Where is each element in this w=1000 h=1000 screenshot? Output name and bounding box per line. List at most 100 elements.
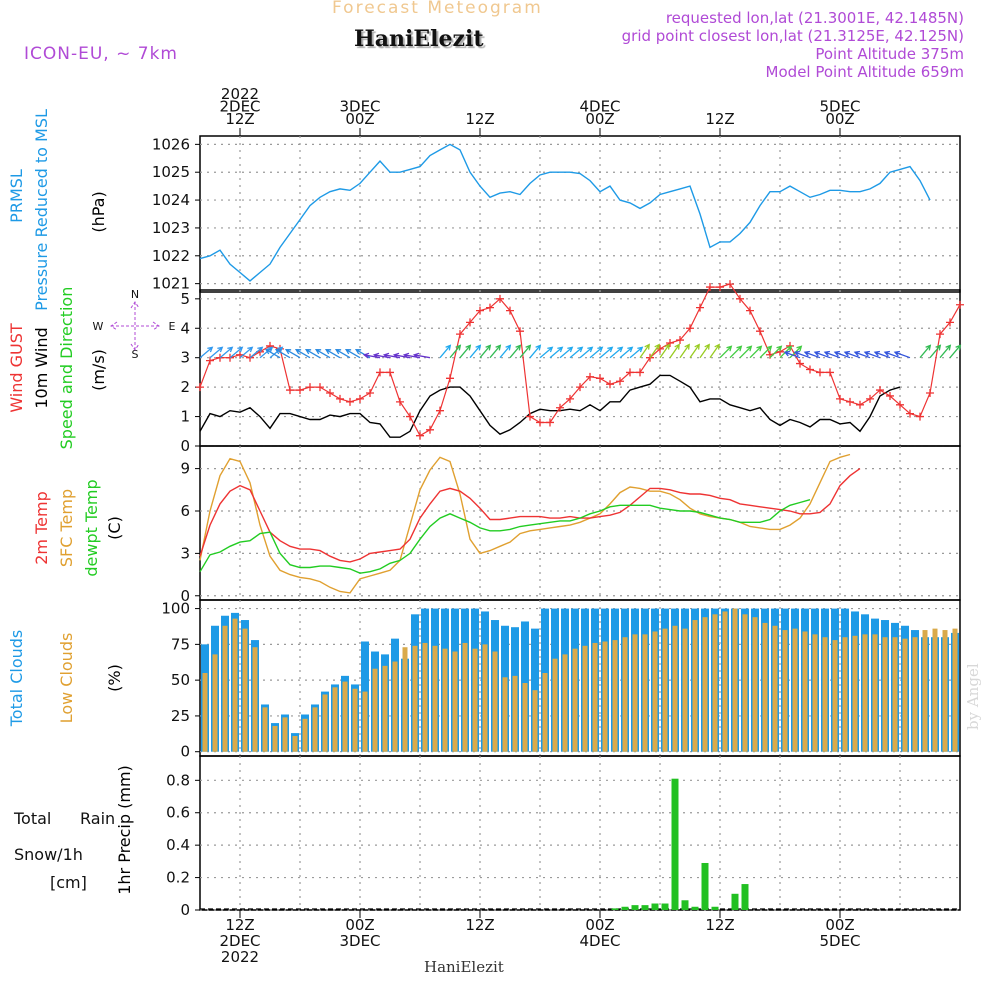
low-cloud-bar <box>452 651 458 752</box>
low-cloud-bar <box>782 630 788 752</box>
bottom-time-label: 12Z <box>225 916 254 934</box>
wind-direction-arrow <box>709 343 720 359</box>
low-cloud-bar <box>832 640 838 752</box>
gust-label: Wind GUST <box>7 323 26 413</box>
y-tick-label: 1024 <box>152 191 190 209</box>
top-time-label: 12Z <box>705 110 734 128</box>
low-cloud-bar <box>242 628 248 752</box>
gust-point <box>616 377 624 386</box>
temp-2m-label: 2m Temp <box>32 491 51 565</box>
low-cloud-bar <box>702 617 708 752</box>
low-cloud-bar <box>902 638 908 752</box>
gust-point <box>506 306 514 315</box>
rain-bar <box>701 862 709 910</box>
wind-direction-arrow <box>412 352 431 359</box>
wind-direction-arrow <box>689 343 700 359</box>
wind-direction-arrow <box>659 343 670 359</box>
low-cloud-bar <box>672 625 678 752</box>
wind-direction-arrow <box>284 349 301 359</box>
gust-point <box>366 389 374 398</box>
chart-title: Forecast Meteogram <box>332 0 543 18</box>
gust-point <box>476 306 484 315</box>
pressure-line <box>199 143 931 282</box>
wind-direction-arrow <box>823 350 841 359</box>
low-cloud-bar <box>512 675 518 752</box>
wind-direction-arrow <box>239 346 254 359</box>
y-tick-label: 0.4 <box>166 836 190 854</box>
gust-point <box>356 394 364 403</box>
gust-point <box>806 365 814 374</box>
gust-point <box>456 330 464 339</box>
wind-speed-line <box>199 374 901 438</box>
wind-direction-arrow <box>599 346 614 359</box>
bottom-time-label: 4DEC <box>579 932 620 950</box>
y-tick-label: 0.6 <box>166 804 190 822</box>
gust-point <box>336 394 344 403</box>
gust-point <box>826 368 834 377</box>
low-cloud-bar <box>592 642 598 752</box>
rain-total-label: Total <box>13 809 51 828</box>
gust-point <box>376 368 384 377</box>
temp-unit: (C) <box>105 516 124 540</box>
wind-direction-arrow <box>729 345 743 359</box>
low-cloud-bar <box>292 735 298 752</box>
gust-point <box>836 394 844 403</box>
low-cloud-bar <box>892 637 898 752</box>
gust-point <box>436 406 444 415</box>
wind-direction-arrow <box>589 346 604 359</box>
low-cloud-bar <box>612 640 618 752</box>
y-tick-label: 1 <box>180 408 190 426</box>
wind-direction-arrow <box>304 349 321 359</box>
wind-direction-arrow <box>539 346 554 359</box>
gust-point <box>736 294 744 303</box>
y-tick-label: 100 <box>161 600 190 618</box>
low-cloud-bar <box>252 647 258 752</box>
low-cloud-bar <box>952 628 958 752</box>
y-tick-label: 1023 <box>152 219 190 237</box>
wind-direction-arrow <box>833 350 851 359</box>
low-cloud-bar <box>522 683 528 752</box>
low-cloud-bar <box>712 614 718 752</box>
wind-direction-arrow <box>739 345 753 359</box>
low-cloud-bar <box>872 634 878 752</box>
wind-direction-arrow <box>529 344 542 359</box>
dewpt-line <box>199 499 811 574</box>
low-cloud-bar <box>862 634 868 752</box>
low-cloud-bar <box>282 717 288 752</box>
low-cloud-bar <box>842 637 848 752</box>
gust-point <box>536 418 544 427</box>
low-cloud-bar <box>632 634 638 752</box>
wind-label: 10m Wind <box>32 327 51 408</box>
rain-bar <box>661 903 669 910</box>
low-cloud-bar <box>212 654 218 752</box>
y-tick-label: 50 <box>171 671 190 689</box>
y-tick-label: 9 <box>180 460 190 478</box>
dewpt-label: dewpt Temp <box>82 479 101 576</box>
low-cloud-bar <box>352 688 358 752</box>
y-tick-label: 0 <box>180 437 190 455</box>
y-tick-label: 1022 <box>152 247 190 265</box>
wind-direction-arrow <box>619 346 634 359</box>
wind-direction-arrow <box>249 346 264 359</box>
y-tick-label: 5 <box>180 290 190 308</box>
low-cloud-bar <box>382 665 388 752</box>
low-cloud-bar <box>622 637 628 752</box>
gust-point <box>206 356 214 365</box>
y-tick-label: 3 <box>180 349 190 367</box>
wind-direction-arrow <box>813 350 831 359</box>
low-cloud-bar <box>602 641 608 752</box>
compass-w: W <box>93 320 104 333</box>
low-cloud-bar <box>262 707 268 752</box>
low-cloud-bar <box>652 631 658 752</box>
wind-direction-arrow <box>569 346 584 359</box>
gust-line <box>199 283 961 437</box>
wind-direction-arrow <box>863 350 881 359</box>
gust-point <box>656 344 664 353</box>
low-cloud-bar <box>442 648 448 752</box>
bottom-time-label: 00Z <box>585 916 614 934</box>
gridpoint-coords: grid point closest lon,lat (21.3125E, 42… <box>621 27 964 45</box>
pressure-label: PRMSL <box>7 169 26 223</box>
rain-bar <box>631 905 639 910</box>
gust-point <box>466 318 474 327</box>
